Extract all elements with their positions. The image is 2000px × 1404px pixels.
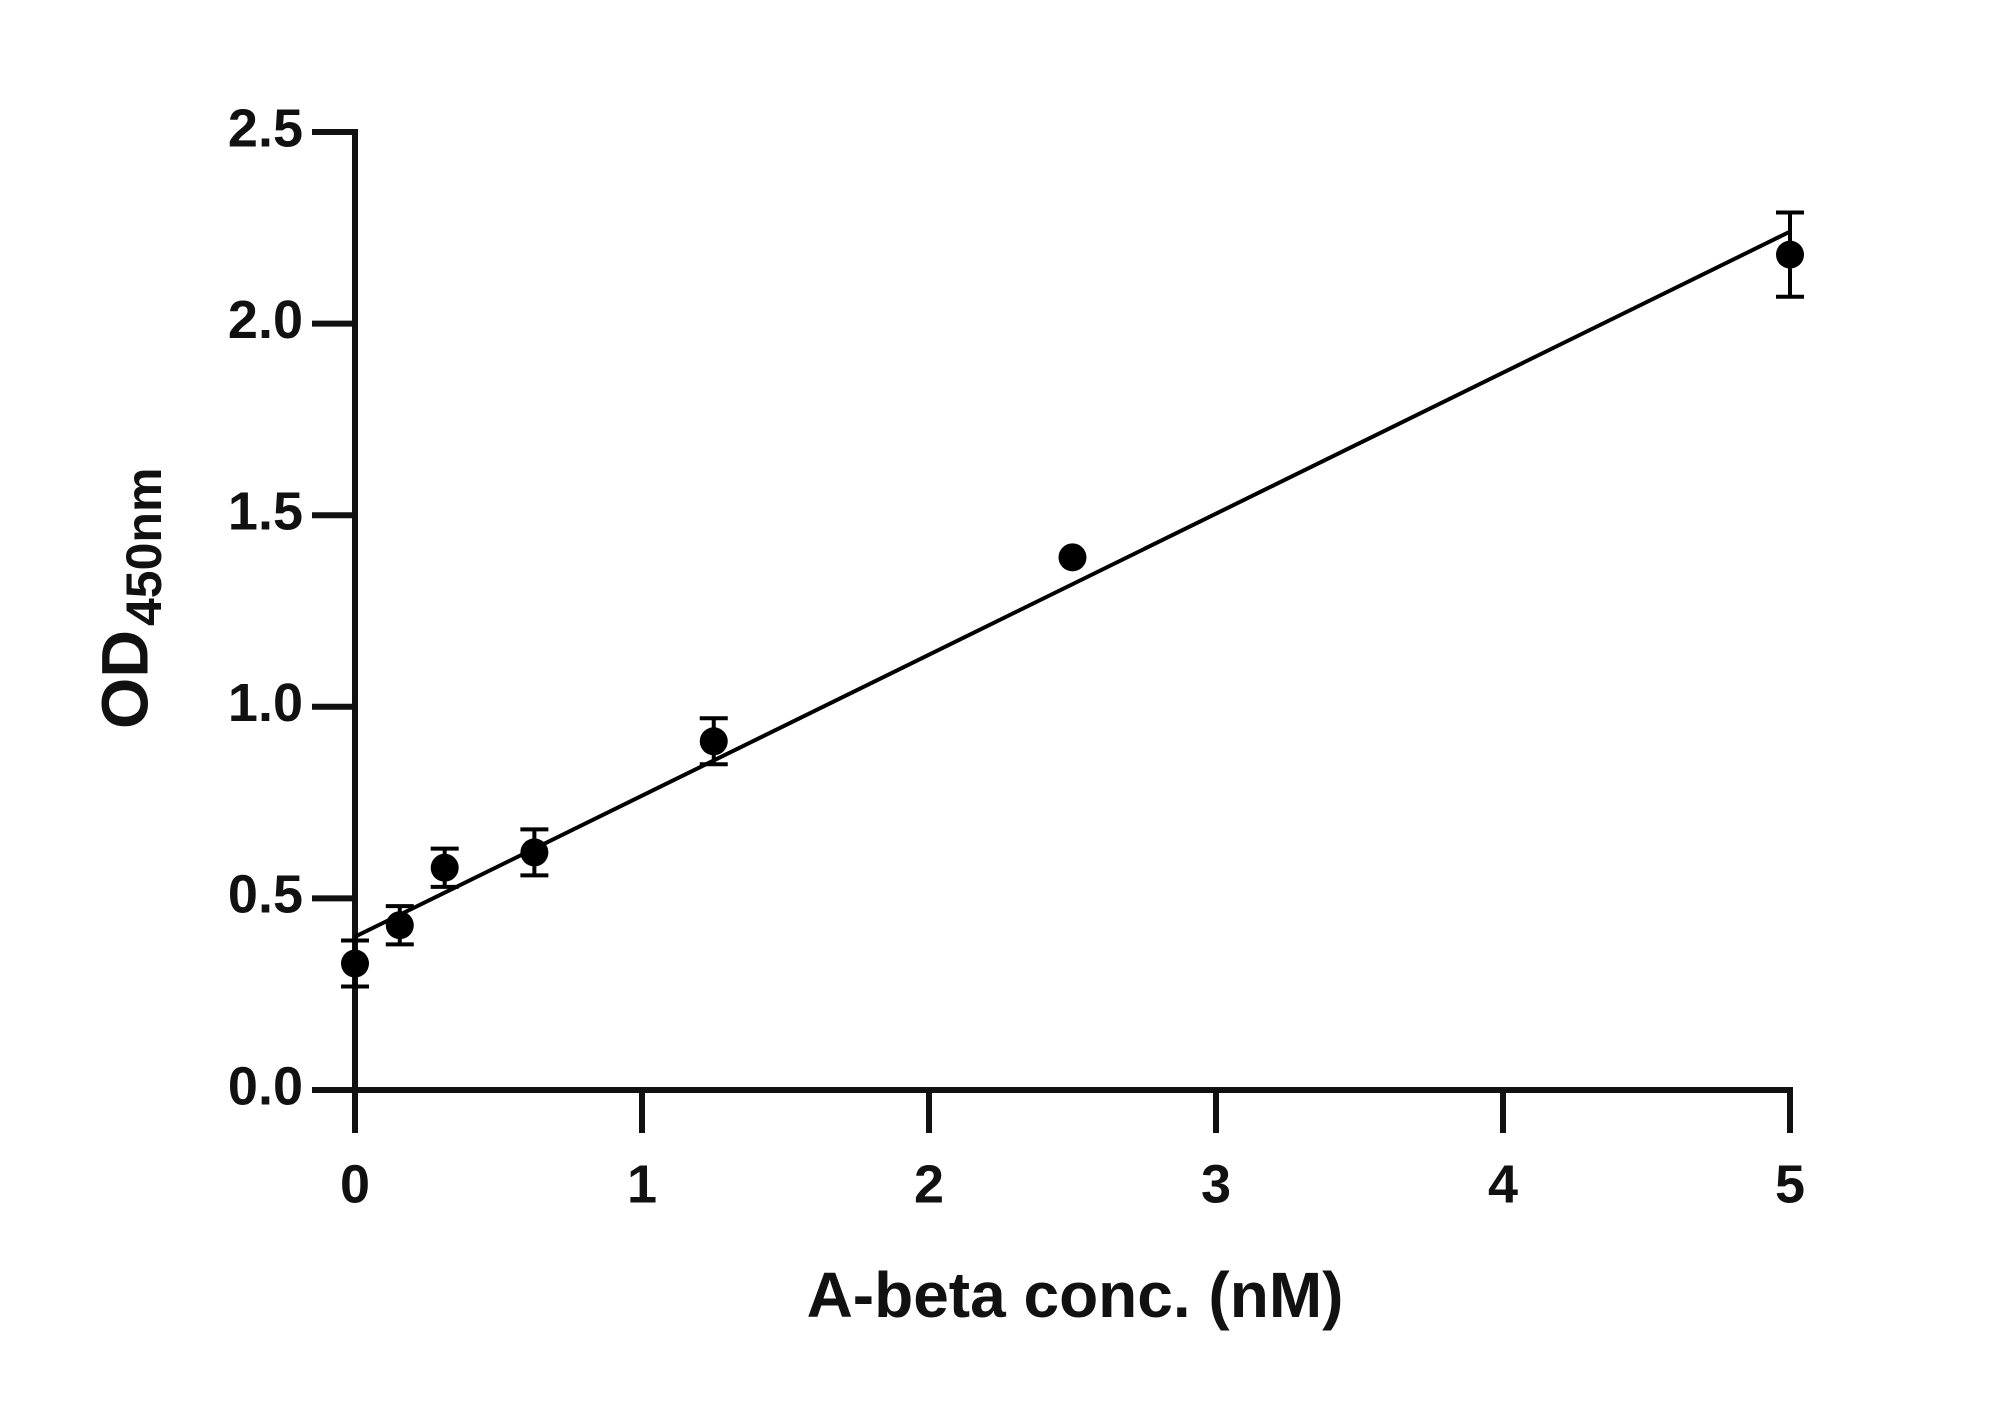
y-axis-title-group: OD 450nm [87, 468, 172, 729]
data-point [1058, 543, 1087, 572]
x-tick-label: 4 [1488, 1154, 1518, 1214]
x-tick-label: 5 [1775, 1154, 1805, 1214]
y-tick-label: 0.5 [228, 865, 303, 925]
data-point [699, 727, 728, 756]
y-tick-label: 2.5 [228, 98, 303, 158]
x-tick-label: 1 [627, 1154, 657, 1214]
y-axis-title-subscript: 450nm [116, 468, 172, 626]
data-point [520, 838, 549, 867]
x-axis-title: A-beta conc. (nM) [807, 1259, 1344, 1331]
fit-line [354, 229, 1791, 939]
x-tick-label: 0 [340, 1154, 370, 1214]
x-tick-label: 3 [1201, 1154, 1231, 1214]
data-point [385, 911, 414, 940]
data-point [341, 949, 369, 978]
x-tick-label: 2 [914, 1154, 944, 1214]
y-tick-label: 0.0 [228, 1056, 303, 1116]
data-point [1776, 240, 1804, 269]
y-tick-label: 2.0 [228, 290, 303, 350]
y-tick-label: 1.0 [228, 673, 303, 733]
data-point [430, 853, 459, 882]
y-axis-title: OD [87, 630, 161, 729]
y-tick-label: 1.5 [228, 481, 303, 541]
